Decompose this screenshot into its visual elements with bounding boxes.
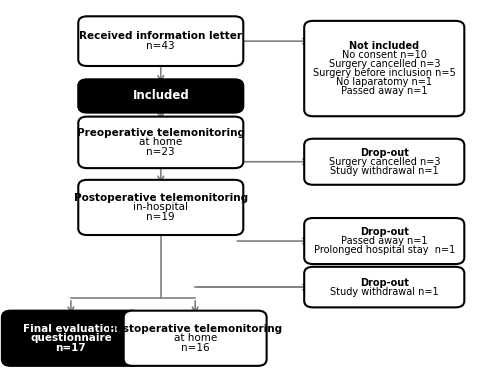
Text: Passed away n=1: Passed away n=1 [341, 236, 428, 246]
Text: Prolonged hospital stay  n=1: Prolonged hospital stay n=1 [314, 245, 455, 255]
FancyBboxPatch shape [78, 16, 243, 66]
Text: Drop-out: Drop-out [360, 278, 408, 288]
Text: n=43: n=43 [146, 41, 175, 51]
Text: Received information letter: Received information letter [80, 31, 242, 41]
FancyBboxPatch shape [304, 218, 464, 264]
FancyBboxPatch shape [78, 79, 243, 112]
Text: Surgery cancelled n=3: Surgery cancelled n=3 [328, 157, 440, 167]
Text: Drop-out: Drop-out [360, 148, 408, 158]
Text: Preoperative telemonitoring: Preoperative telemonitoring [77, 128, 245, 138]
Text: n=23: n=23 [146, 147, 175, 157]
FancyBboxPatch shape [304, 21, 464, 116]
Text: questionnaire: questionnaire [30, 333, 112, 343]
Text: Passed away n=1: Passed away n=1 [341, 86, 428, 96]
Text: Study withdrawal n=1: Study withdrawal n=1 [330, 166, 438, 176]
Text: n=19: n=19 [146, 212, 175, 222]
Text: Surgery before inclusion n=5: Surgery before inclusion n=5 [313, 68, 456, 78]
Text: Study withdrawal n=1: Study withdrawal n=1 [330, 287, 438, 297]
Text: at home: at home [174, 333, 217, 343]
FancyBboxPatch shape [78, 116, 243, 168]
FancyBboxPatch shape [124, 311, 266, 366]
Text: in-hospital: in-hospital [134, 203, 188, 213]
FancyBboxPatch shape [2, 311, 140, 366]
Text: n=16: n=16 [181, 343, 210, 353]
Text: n=17: n=17 [56, 343, 86, 353]
Text: Not included: Not included [349, 41, 420, 51]
Text: No laparatomy n=1: No laparatomy n=1 [336, 77, 432, 87]
Text: Postoperative telemonitoring: Postoperative telemonitoring [74, 193, 248, 203]
Text: Included: Included [132, 89, 189, 102]
FancyBboxPatch shape [304, 139, 464, 185]
Text: Surgery cancelled n=3: Surgery cancelled n=3 [328, 59, 440, 69]
Text: Final evaluation: Final evaluation [24, 324, 118, 334]
Text: No consent n=10: No consent n=10 [342, 50, 426, 60]
FancyBboxPatch shape [78, 180, 243, 235]
Text: Drop-out: Drop-out [360, 227, 408, 237]
FancyBboxPatch shape [304, 267, 464, 308]
Text: at home: at home [139, 137, 182, 147]
Text: Postoperative telemonitoring: Postoperative telemonitoring [108, 324, 282, 334]
